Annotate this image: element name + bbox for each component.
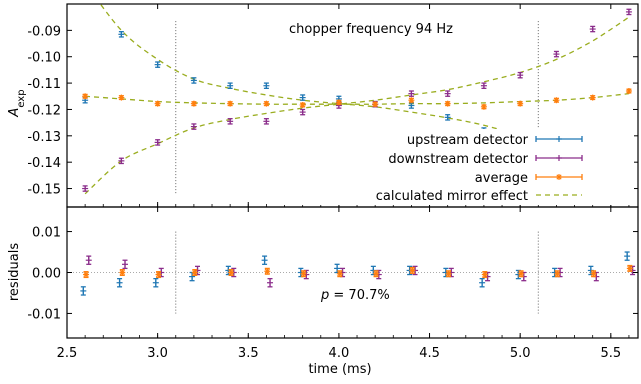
residual-point-average-d2 bbox=[518, 271, 524, 277]
y-tick-label-top: -0.15 bbox=[27, 183, 61, 198]
residual-point-average-d2 bbox=[373, 271, 379, 277]
y-tick-label-top: -0.09 bbox=[27, 24, 61, 39]
top-point-average-d2 bbox=[191, 101, 197, 107]
top-series-downstream bbox=[82, 8, 632, 192]
axis-ticks: 2.5 3.0 3.5 4.0 4.5 5.0 5.5 -0.09 -0.10 -0.11 -0.1… bbox=[27, 4, 638, 361]
top-point-average-d2 bbox=[445, 101, 451, 107]
bottom-series-average bbox=[83, 264, 633, 279]
top-point-average-d2 bbox=[408, 97, 415, 103]
y-tick-label-top: -0.13 bbox=[27, 130, 61, 145]
x-axis-title: time (ms) bbox=[308, 362, 371, 377]
residual-point-average-d2 bbox=[192, 269, 198, 276]
top-point-average-d2 bbox=[372, 101, 378, 107]
bottom-series-upstream bbox=[80, 251, 631, 296]
x-tick-label: 5.5 bbox=[600, 346, 621, 361]
top-point-average-d2 bbox=[336, 99, 342, 105]
top-point-average-d2 bbox=[118, 95, 124, 101]
y-axis-title-bottom: residuals bbox=[7, 243, 22, 302]
residual-point-average-d2 bbox=[119, 269, 125, 276]
y-tick-label-bottom: -0.01 bbox=[27, 307, 61, 322]
top-point-average-d2 bbox=[227, 101, 233, 107]
y-tick-label-bottom: 0.00 bbox=[32, 267, 61, 282]
p-symbol: p bbox=[320, 288, 329, 303]
legend-key-average-d2 bbox=[556, 174, 562, 180]
residual-point-average-d2 bbox=[409, 267, 415, 274]
annotation-p-value: p = 70.7% bbox=[320, 288, 390, 303]
residual-point-average-d2 bbox=[228, 269, 234, 276]
top-point-average-d2 bbox=[626, 88, 632, 94]
residual-point-average-d2 bbox=[264, 268, 270, 274]
y-tick-label-top: -0.14 bbox=[27, 156, 61, 171]
mirror-effect-curve-2 bbox=[85, 92, 630, 105]
residual-point-average-d2 bbox=[627, 265, 633, 271]
y-tick-label-top: -0.12 bbox=[27, 103, 61, 118]
residual-point-average-d2 bbox=[482, 271, 488, 278]
residual-point-average-d2 bbox=[300, 271, 307, 277]
legend: upstream detector downstream detector av… bbox=[268, 129, 634, 205]
residual-point-average-d2 bbox=[554, 271, 560, 277]
y-tick-label-top: -0.11 bbox=[27, 77, 61, 92]
top-point-average-d2 bbox=[590, 95, 596, 101]
y-tick-label-top: -0.10 bbox=[27, 51, 61, 66]
legend-label-upstream: upstream detector bbox=[407, 133, 529, 148]
legend-label-mirror-effect: calculated mirror effect bbox=[376, 189, 528, 204]
annotation-chopper-frequency: chopper frequency 94 Hz bbox=[289, 22, 453, 37]
top-point-average-d2 bbox=[263, 101, 269, 107]
x-tick-label: 3.5 bbox=[238, 346, 259, 361]
y-axis-title-top: Aexp bbox=[7, 89, 27, 117]
mirror-effect-curve-1 bbox=[84, 16, 630, 195]
residual-point-average-d2 bbox=[83, 271, 89, 278]
legend-background bbox=[268, 129, 634, 205]
residual-point-average-d2 bbox=[155, 271, 162, 278]
residual-point-average-d2 bbox=[591, 271, 597, 277]
legend-keys bbox=[535, 136, 583, 196]
x-tick-label: 3.0 bbox=[147, 346, 168, 361]
top-point-average-d2 bbox=[300, 102, 306, 108]
x-tick-label: 2.5 bbox=[57, 346, 78, 361]
top-point-average-d2 bbox=[553, 97, 560, 103]
data-points bbox=[80, 8, 636, 296]
x-tick-label: 4.0 bbox=[329, 346, 350, 361]
y-axis-title-main: A bbox=[7, 108, 22, 118]
vertical-marker-lines bbox=[67, 21, 638, 314]
top-point-average-d2 bbox=[481, 104, 487, 110]
residual-point-average-d2 bbox=[337, 271, 343, 277]
legend-label-downstream: downstream detector bbox=[388, 152, 528, 167]
x-tick-label: 5.0 bbox=[510, 346, 531, 361]
top-point-average-d2 bbox=[517, 101, 523, 107]
residual-point-average-d2 bbox=[445, 271, 452, 277]
x-tick-label: 4.5 bbox=[419, 346, 440, 361]
legend-label-average: average bbox=[475, 171, 528, 186]
y-tick-label-bottom: 0.01 bbox=[32, 226, 61, 241]
top-point-average-d2 bbox=[82, 93, 88, 99]
top-point-average-d2 bbox=[155, 101, 161, 107]
y-axis-title-subscript: exp bbox=[16, 89, 27, 107]
p-value: = 70.7% bbox=[329, 288, 389, 303]
top-series-average bbox=[82, 88, 632, 110]
